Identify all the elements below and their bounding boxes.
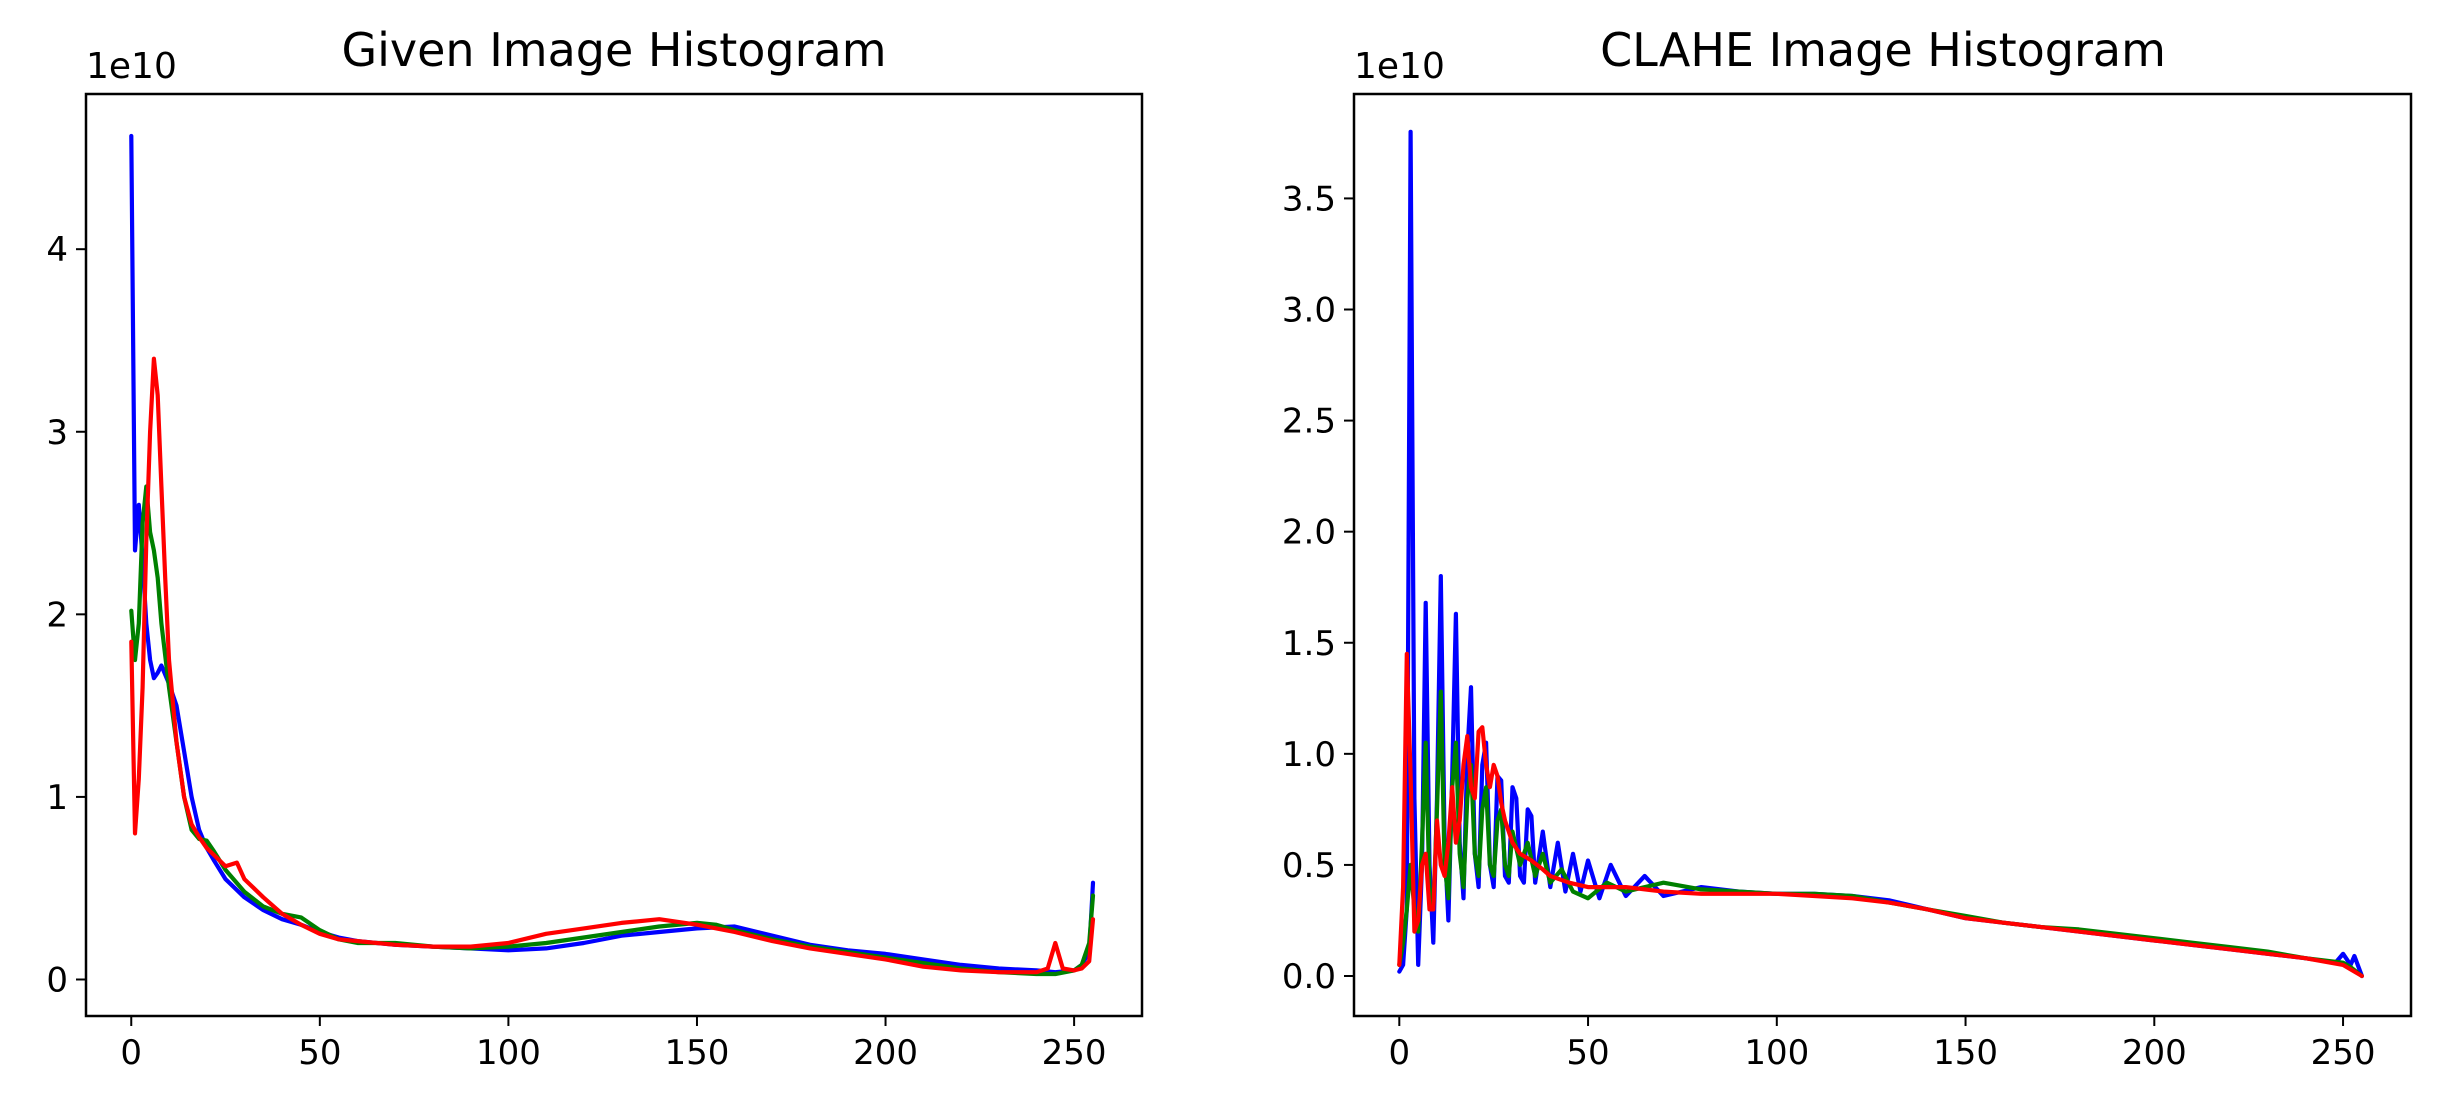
series-line-red xyxy=(1397,651,2364,979)
y-tick-label: 3.5 xyxy=(1282,179,1336,219)
chart-panel-clahe: CLAHE Image Histogram 1e10 0 50 100 150 200 2… xyxy=(1282,23,2413,1073)
plot-area xyxy=(129,133,1096,977)
x-tick-label: 250 xyxy=(1042,1033,1107,1073)
y-tick-label: 4 xyxy=(46,230,68,270)
y-tick-label: 2.5 xyxy=(1282,402,1336,442)
y-tick-label: 2.0 xyxy=(1282,513,1336,553)
axes-frame xyxy=(84,92,1144,1018)
y-tick-label: 3 xyxy=(46,413,68,453)
y-tick-label: 0.5 xyxy=(1282,846,1336,886)
x-tick-label: 200 xyxy=(2122,1033,2187,1073)
x-tick-label: 100 xyxy=(476,1033,541,1073)
x-tick-label: 50 xyxy=(1566,1033,1609,1073)
plot-area xyxy=(1397,129,2364,979)
x-tick-label: 0 xyxy=(1388,1033,1410,1073)
y-tick-label: 0 xyxy=(46,960,68,1000)
y-tick-label: 1.5 xyxy=(1282,624,1336,664)
x-tick-label: 200 xyxy=(853,1033,918,1073)
series-line-blue xyxy=(129,133,1096,975)
series-line-red xyxy=(129,356,1096,975)
chart-title: Given Image Histogram xyxy=(341,23,886,77)
y-offset-label: 1e10 xyxy=(1354,46,1445,87)
y-tick-label: 0.0 xyxy=(1282,957,1336,997)
y-tick-label: 3.0 xyxy=(1282,291,1336,331)
y-tick-label: 1.0 xyxy=(1282,735,1336,775)
y-offset-label: 1e10 xyxy=(86,46,177,87)
y-tick-label: 2 xyxy=(46,595,68,635)
y-tick-label: 1 xyxy=(46,778,68,818)
x-tick-label: 0 xyxy=(120,1033,142,1073)
x-tick-label: 250 xyxy=(2311,1033,2376,1073)
x-tick-label: 150 xyxy=(665,1033,730,1073)
series-line-blue xyxy=(1397,129,2364,979)
x-tick-label: 150 xyxy=(1933,1033,1998,1073)
series-line-green xyxy=(129,484,1096,977)
x-tick-label: 100 xyxy=(1744,1033,1809,1073)
chart-title: CLAHE Image Histogram xyxy=(1600,23,2166,77)
chart-panel-given: Given Image Histogram 1e10 0 50 100 150 200 2… xyxy=(46,23,1144,1073)
x-tick-label: 50 xyxy=(298,1033,341,1073)
axes-frame xyxy=(1352,92,2413,1018)
